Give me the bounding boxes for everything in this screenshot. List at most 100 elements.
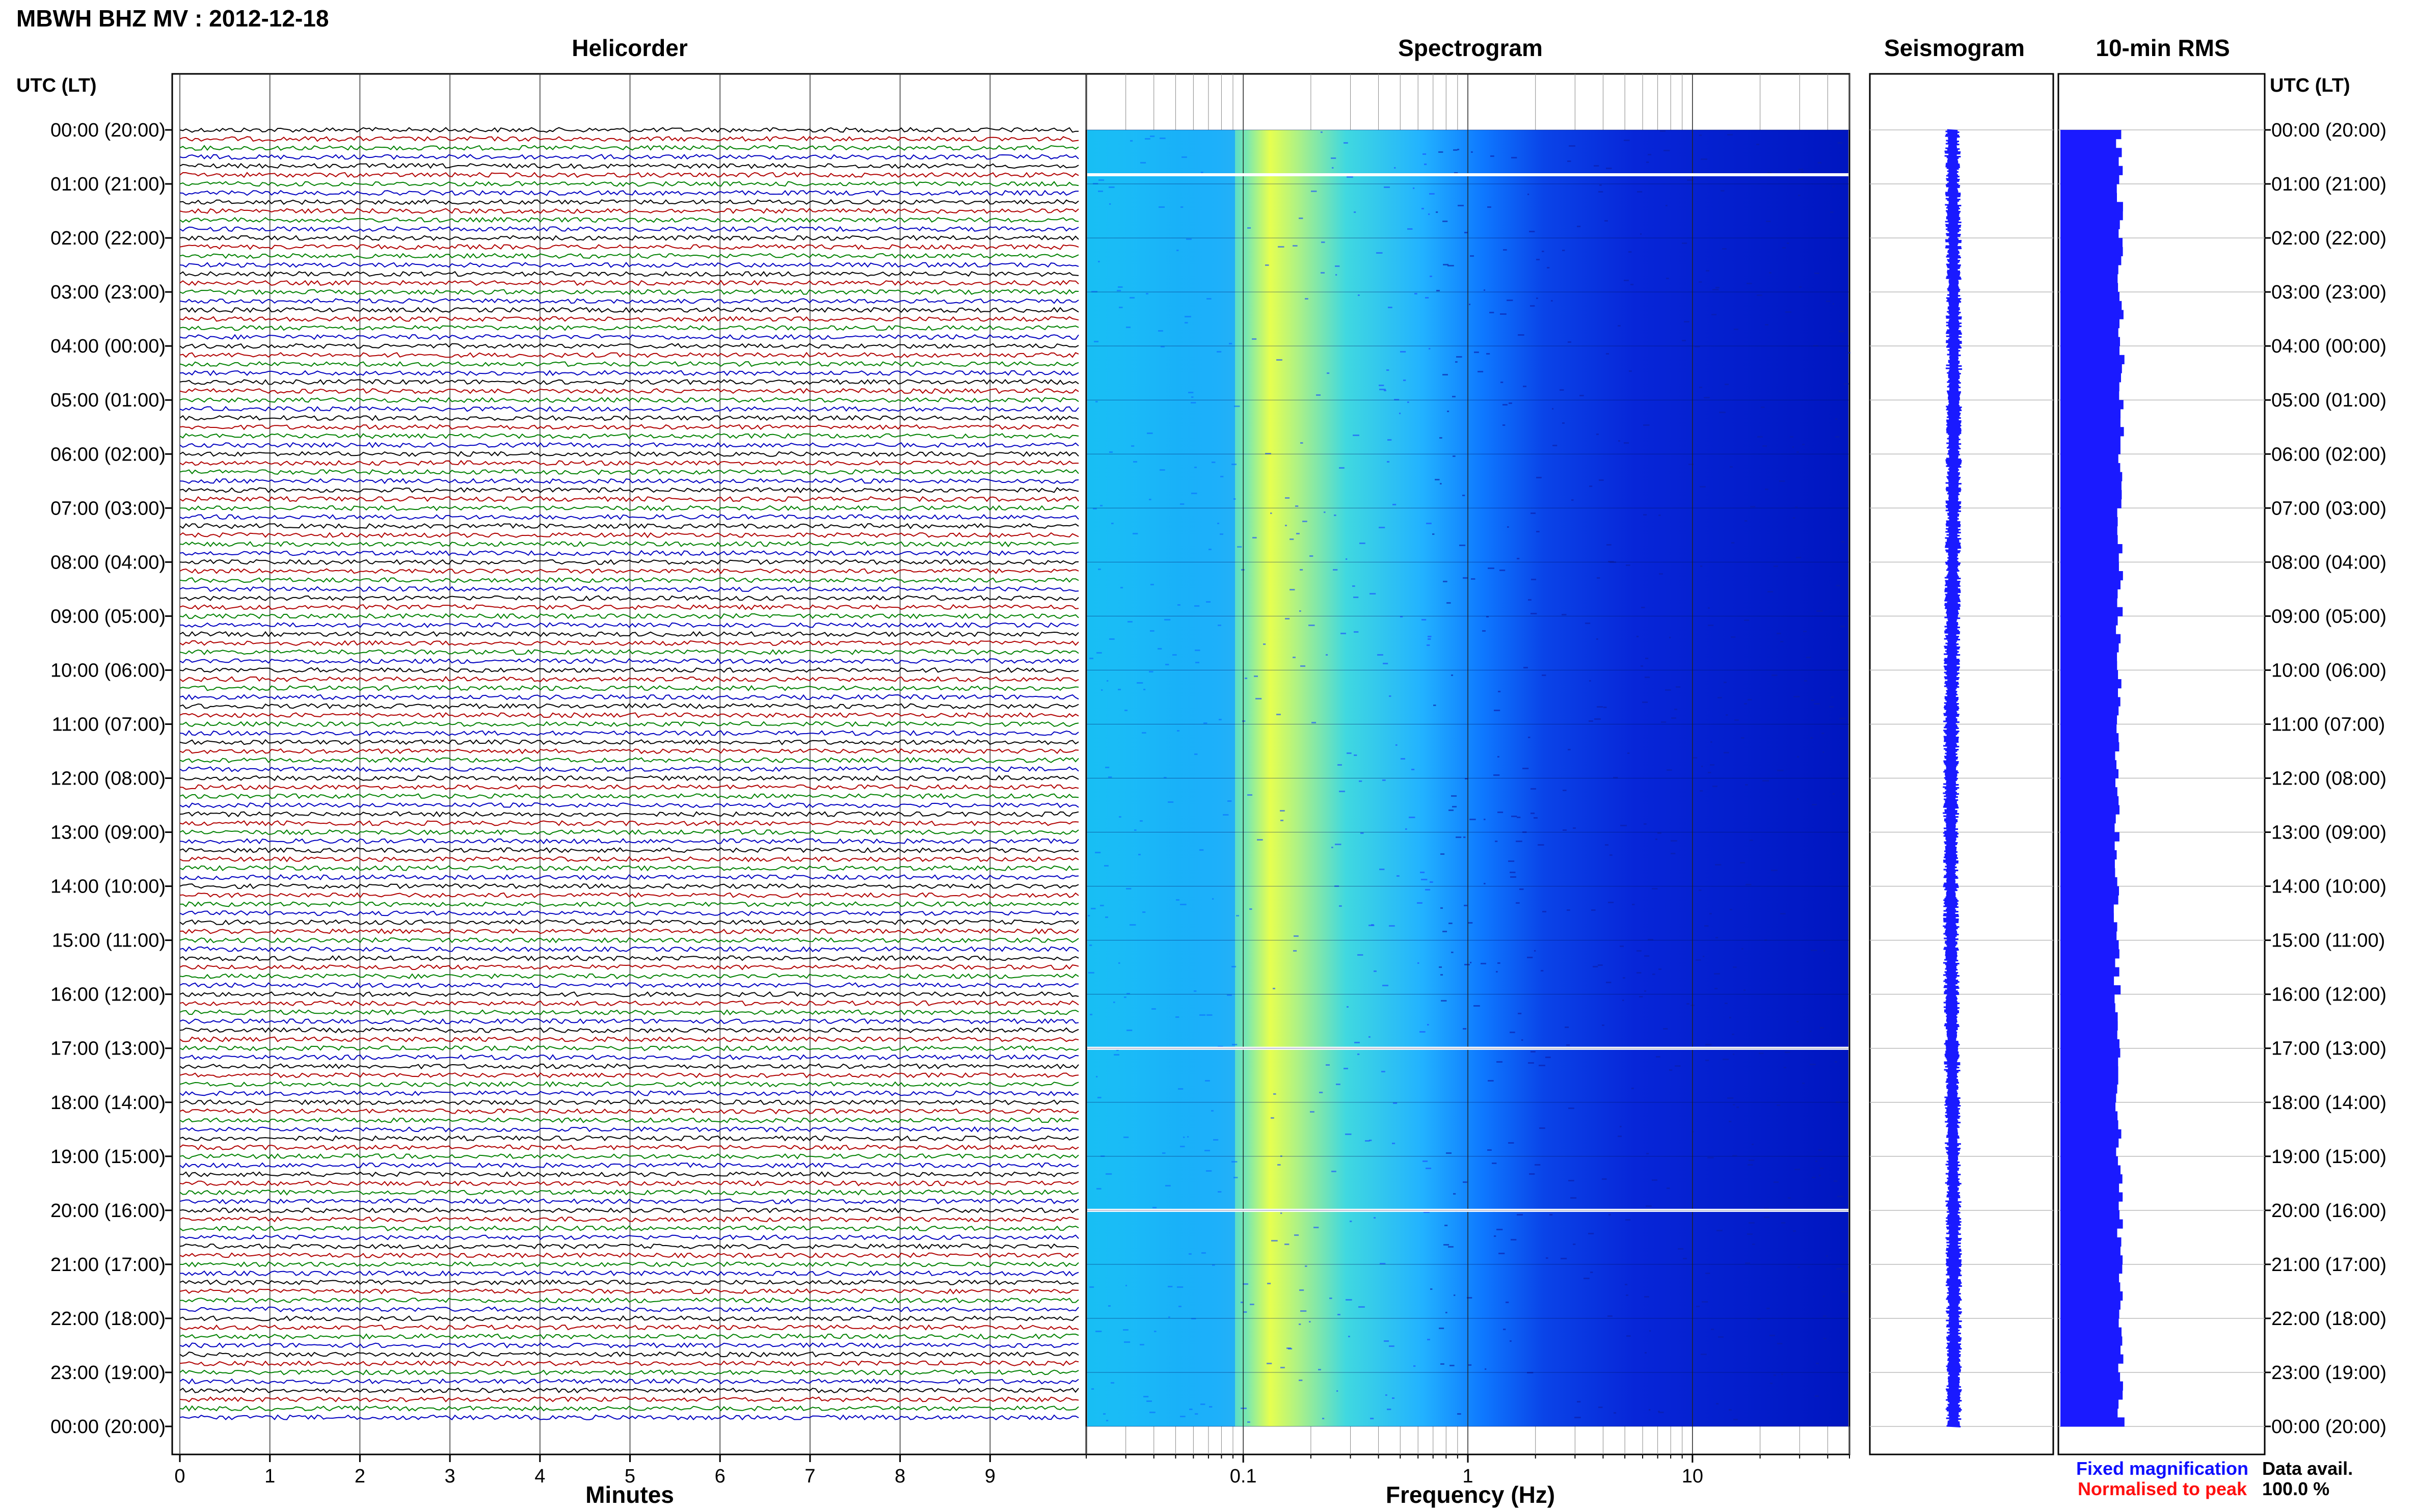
spectrogram-speckle bbox=[1098, 179, 1105, 181]
spectrogram-speckle bbox=[1189, 1409, 1193, 1410]
spectrogram-speckle bbox=[1485, 1368, 1487, 1370]
spectrogram-speckle bbox=[1708, 625, 1714, 626]
spectrogram-speckle bbox=[1646, 1205, 1652, 1207]
spectrogram-speckle bbox=[1484, 289, 1486, 291]
rms-bar bbox=[2060, 1156, 2118, 1166]
helicorder-trace bbox=[179, 1342, 1079, 1348]
spectrogram-speckle bbox=[1254, 676, 1258, 677]
rms-bar bbox=[2060, 1291, 2123, 1301]
helicorder-trace bbox=[179, 307, 1079, 313]
spectrogram-speckle bbox=[1118, 286, 1123, 288]
spectrogram-speckle bbox=[1652, 1179, 1657, 1181]
spectrogram-speckle bbox=[1423, 153, 1427, 155]
spectrogram-speckle bbox=[1213, 1139, 1219, 1141]
rms-bar bbox=[2060, 1183, 2119, 1193]
spectrogram-speckle bbox=[1705, 1060, 1709, 1061]
spectrogram-speckle bbox=[1573, 1244, 1576, 1245]
rms-bar bbox=[2060, 1201, 2119, 1211]
helicorder-trace bbox=[179, 982, 1079, 988]
rms-bar bbox=[2060, 1039, 2119, 1049]
spectrogram-speckle bbox=[1440, 974, 1443, 976]
spectrogram-speckle bbox=[1511, 1239, 1517, 1240]
spectrogram-speckle bbox=[1496, 971, 1498, 973]
spectrogram-speckle bbox=[1276, 714, 1281, 715]
spectrogram-speckle bbox=[1511, 157, 1517, 158]
spectrogram-speckle bbox=[1392, 1397, 1394, 1399]
spectrogram-speckle bbox=[1212, 1264, 1215, 1266]
spectrogram-speckle bbox=[1150, 630, 1155, 632]
right-time-label: 12:00 (08:00) bbox=[2271, 768, 2386, 790]
spectrogram-speckle bbox=[1669, 1069, 1673, 1071]
rms-bar bbox=[2060, 157, 2119, 167]
rms-panel bbox=[2057, 73, 2266, 1455]
spectrogram-speckle bbox=[1467, 1297, 1472, 1299]
spectrogram-speckle bbox=[1542, 674, 1546, 676]
rms-bar bbox=[2060, 679, 2122, 689]
helicorder-trace bbox=[179, 208, 1079, 214]
spectrogram-speckle bbox=[1103, 1413, 1106, 1415]
spectrogram-speckle bbox=[1666, 278, 1669, 279]
spectrogram-speckle bbox=[1569, 145, 1575, 147]
spectrogram-speckle bbox=[1636, 636, 1639, 637]
spectrogram-speckle bbox=[1748, 699, 1752, 700]
spectrogram-speckle bbox=[1606, 544, 1612, 546]
helicorder-trace bbox=[179, 1171, 1079, 1178]
spectrogram-speckle bbox=[1618, 1136, 1622, 1137]
rms-bar bbox=[2060, 922, 2117, 932]
rms-bar bbox=[2060, 445, 2121, 454]
spectrogram-speckle bbox=[1671, 717, 1676, 719]
spectrogram-speckle bbox=[1507, 526, 1509, 528]
spectrogram-speckle bbox=[1093, 183, 1098, 184]
spectrogram-speckle bbox=[1725, 1003, 1728, 1004]
spectrogram-speckle bbox=[1463, 1181, 1467, 1183]
spectrogram-speckle bbox=[1821, 733, 1824, 734]
spectrogram-speckle bbox=[1459, 545, 1466, 546]
spectrogram-speckle bbox=[1336, 1390, 1338, 1392]
spectrogram-speckle bbox=[1237, 546, 1242, 548]
minute-tick-label: 5 bbox=[625, 1466, 635, 1487]
rms-bar bbox=[2060, 1363, 2118, 1373]
spectrogram-speckle bbox=[1688, 464, 1694, 465]
spectrogram-speckle bbox=[1241, 569, 1245, 571]
spectrogram-speckle bbox=[1607, 1315, 1613, 1317]
spectrogram-speckle bbox=[1089, 658, 1093, 659]
spectrogram-speckle bbox=[1424, 1211, 1430, 1213]
rms-bar bbox=[2060, 220, 2120, 229]
spectrogram-speckle bbox=[1733, 966, 1737, 968]
spectrogram-speckle bbox=[1098, 569, 1101, 570]
spectrogram-speckle bbox=[1382, 985, 1388, 986]
spectrogram-speckle bbox=[1620, 825, 1627, 826]
spectrogram-speckle bbox=[1497, 812, 1504, 813]
left-time-label: 02:00 (22:00) bbox=[50, 228, 166, 249]
right-time-label: 16:00 (12:00) bbox=[2271, 984, 2386, 1006]
seismogram-panel bbox=[1869, 73, 2054, 1455]
rms-bar bbox=[2060, 652, 2117, 662]
rms-bar bbox=[2060, 976, 2114, 986]
spectrogram-speckle bbox=[1219, 719, 1222, 720]
spectrogram-speckle bbox=[1788, 1197, 1791, 1199]
spectrogram-speckle bbox=[1629, 370, 1632, 372]
helicorder-frame bbox=[171, 73, 1087, 1455]
spectrogram-speckle bbox=[1182, 156, 1187, 158]
spectrogram-speckle bbox=[1457, 149, 1460, 150]
spectrogram-speckle bbox=[1810, 1064, 1816, 1065]
spectrogram-speckle bbox=[1643, 514, 1647, 516]
spectrogram-speckle bbox=[1245, 678, 1247, 679]
rms-bar bbox=[2060, 859, 2115, 869]
spectrogram-speckle bbox=[1280, 820, 1284, 821]
spectrogram-speckle bbox=[1785, 311, 1792, 313]
spectrogram-speckle bbox=[1428, 638, 1431, 640]
spectrogram-speckle bbox=[1296, 533, 1300, 534]
spectrogram-speckle bbox=[1693, 757, 1698, 759]
right-time-label: 14:00 (10:00) bbox=[2271, 876, 2386, 898]
minute-tick-label: 8 bbox=[895, 1466, 905, 1487]
helicorder-trace bbox=[179, 892, 1079, 899]
spectrogram-speckle bbox=[1772, 674, 1778, 676]
spectrogram-speckle bbox=[1710, 764, 1714, 766]
spectrogram-speckle bbox=[1528, 599, 1532, 601]
spectrogram-speckle bbox=[1309, 555, 1313, 557]
spectrogram-speckle bbox=[1599, 479, 1604, 481]
spectrogram-speckle bbox=[1574, 1417, 1581, 1418]
spectrogram-speckle bbox=[1451, 674, 1453, 676]
spectrogram-speckle bbox=[1802, 1083, 1805, 1084]
